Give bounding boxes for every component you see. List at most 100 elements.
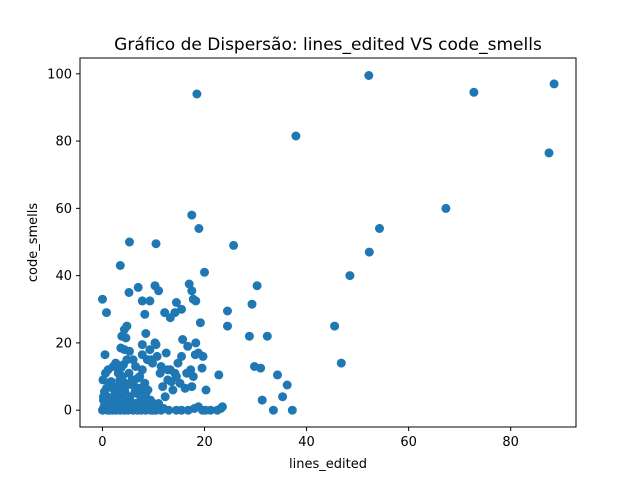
data-point	[229, 240, 239, 250]
data-point	[173, 358, 183, 368]
data-point	[177, 351, 186, 361]
data-point	[125, 237, 134, 247]
data-point	[102, 308, 111, 318]
data-point	[177, 405, 186, 415]
data-point	[121, 333, 131, 343]
plot-frame	[79, 57, 577, 428]
y-tick-label: 0	[64, 404, 72, 419]
data-point	[151, 340, 161, 350]
data-point	[201, 405, 210, 415]
data-point	[137, 350, 147, 360]
data-point	[287, 405, 297, 415]
data-point	[187, 286, 197, 296]
data-point	[164, 405, 174, 415]
y-tick-label: 40	[55, 269, 72, 284]
data-point	[140, 309, 150, 319]
data-point	[115, 261, 125, 270]
data-point	[178, 335, 188, 344]
data-point	[252, 281, 262, 291]
data-point	[154, 286, 164, 296]
y-tick-label: 60	[55, 202, 72, 217]
data-point	[191, 296, 201, 306]
data-point	[197, 363, 207, 373]
y-axis-label: code_smells	[26, 203, 41, 283]
points-layer	[98, 71, 559, 415]
data-point	[158, 382, 168, 392]
data-point	[262, 331, 272, 341]
data-point	[106, 377, 116, 387]
data-point	[141, 329, 151, 338]
data-point	[128, 355, 138, 365]
data-point	[161, 348, 171, 358]
data-point	[184, 279, 194, 289]
x-tick-label: 60	[400, 435, 417, 450]
data-point	[364, 247, 374, 257]
data-point	[345, 271, 355, 281]
data-point	[194, 224, 204, 233]
data-point	[375, 224, 384, 233]
data-point	[171, 298, 181, 307]
y-axis-ticks: 0 20 40 60 80 100	[47, 67, 80, 419]
y-tick-label: 80	[55, 135, 72, 150]
data-point	[138, 399, 148, 408]
data-point	[156, 362, 166, 371]
data-point	[166, 377, 176, 387]
data-point	[137, 365, 147, 375]
data-point	[268, 405, 278, 415]
data-point	[256, 363, 266, 373]
data-point	[190, 350, 200, 360]
data-point	[201, 385, 211, 395]
data-point	[291, 131, 301, 141]
data-point	[192, 89, 202, 99]
data-point	[544, 148, 554, 158]
data-point	[282, 380, 292, 390]
data-point	[549, 79, 559, 89]
data-point	[195, 318, 205, 328]
data-point	[168, 385, 178, 395]
data-point	[244, 331, 254, 341]
data-point	[469, 87, 479, 97]
data-point	[364, 71, 374, 80]
data-point	[182, 368, 192, 378]
data-point	[155, 368, 165, 378]
data-point	[137, 296, 147, 306]
x-tick-label: 80	[502, 435, 519, 450]
chart-title: Gráfico de Dispersão: lines_edited VS co…	[114, 35, 542, 55]
data-point	[330, 321, 340, 331]
data-point	[257, 395, 267, 405]
x-axis-label: lines_edited	[289, 457, 367, 472]
data-point	[278, 392, 288, 402]
data-point	[151, 239, 161, 249]
data-point	[125, 346, 134, 356]
data-point	[145, 296, 155, 306]
data-point	[165, 313, 175, 323]
data-point	[200, 267, 209, 277]
data-point	[98, 294, 107, 304]
data-point	[183, 341, 193, 351]
data-point	[187, 382, 197, 392]
data-point	[247, 299, 257, 309]
data-point	[187, 210, 197, 220]
y-tick-label: 20	[55, 336, 72, 351]
data-point	[143, 385, 153, 395]
data-point	[122, 355, 132, 365]
data-point	[441, 203, 451, 213]
data-point	[146, 355, 156, 365]
x-tick-label: 20	[196, 435, 213, 450]
data-point	[223, 306, 232, 316]
x-tick-label: 40	[298, 435, 315, 450]
y-tick-label: 100	[47, 67, 72, 82]
x-axis-ticks: 0 20 40 60 80	[98, 427, 519, 450]
data-point	[336, 358, 346, 368]
data-point	[137, 340, 147, 350]
data-point	[145, 345, 155, 355]
data-point	[124, 288, 134, 297]
data-point	[160, 392, 170, 402]
data-point	[133, 373, 143, 383]
x-tick-label: 0	[98, 435, 106, 450]
data-point	[135, 383, 145, 393]
data-point	[131, 362, 141, 371]
data-point	[117, 395, 127, 405]
